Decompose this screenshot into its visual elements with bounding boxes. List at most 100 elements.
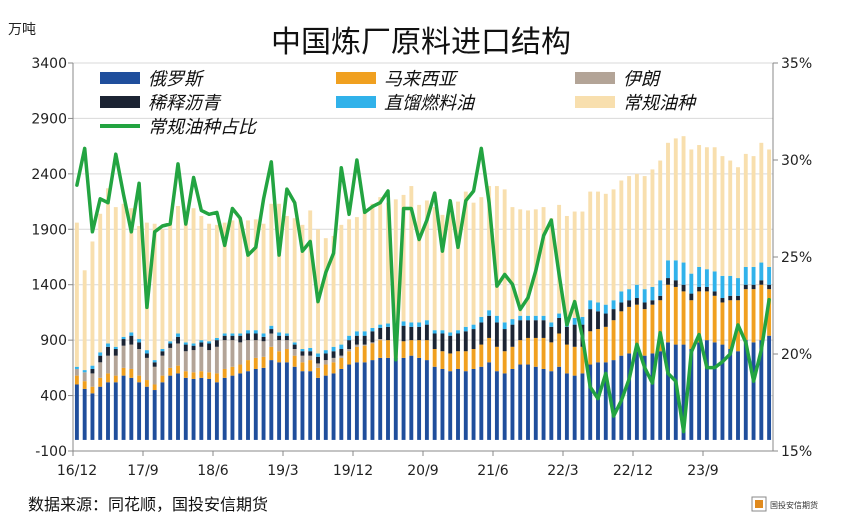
bar-malaysia	[650, 304, 655, 354]
bar-conventional	[362, 209, 367, 332]
bar-diluted	[253, 333, 258, 341]
bar-straight	[152, 360, 157, 363]
bar-straight	[160, 349, 165, 352]
bar-russia	[642, 355, 647, 440]
bar-russia	[533, 366, 538, 440]
bar-russia	[627, 353, 632, 440]
bar-malaysia	[432, 349, 437, 367]
bar-russia	[588, 364, 593, 440]
bar-straight	[191, 343, 196, 346]
bar-malaysia	[246, 360, 250, 372]
bar-russia	[152, 390, 157, 440]
bar-straight	[432, 330, 437, 334]
bar-diluted	[510, 324, 515, 347]
bar-malaysia	[448, 353, 453, 372]
bar-diluted	[689, 293, 694, 301]
bar-malaysia	[230, 366, 235, 376]
bar-russia	[347, 364, 352, 440]
bar-malaysia	[207, 372, 212, 379]
bar-straight	[269, 325, 274, 330]
bar-iran	[284, 340, 289, 350]
bar-malaysia	[82, 381, 87, 389]
bar-conventional	[152, 223, 157, 361]
right-tick-label: 35%	[781, 56, 812, 72]
bar-conventional	[471, 202, 476, 325]
bar-conventional	[767, 149, 772, 267]
bar-conventional	[611, 189, 616, 301]
bar-diluted	[113, 349, 118, 356]
bar-russia	[378, 357, 383, 440]
brand-logo: 国投安信期货	[751, 496, 818, 512]
bar-straight	[642, 289, 647, 303]
bar-malaysia	[90, 386, 95, 394]
bar-conventional	[541, 207, 546, 316]
bar-iran	[137, 349, 142, 376]
bar-malaysia	[121, 367, 126, 376]
bar-malaysia	[339, 357, 344, 369]
bar-straight	[168, 341, 173, 344]
bar-straight	[417, 322, 422, 327]
bar-conventional	[588, 191, 593, 301]
bar-conventional	[82, 270, 87, 371]
bar-iran	[144, 357, 149, 381]
bar-conventional	[634, 173, 639, 285]
bar-russia	[308, 371, 313, 440]
bar-straight	[121, 336, 126, 340]
bar-diluted	[619, 302, 624, 312]
x-tick-label: 18/6	[197, 463, 229, 479]
bar-malaysia	[144, 380, 149, 387]
bar-malaysia	[370, 343, 375, 361]
bar-iran	[121, 345, 126, 368]
bar-conventional	[191, 208, 196, 344]
bar-diluted	[448, 335, 453, 354]
bar-conventional	[518, 209, 523, 316]
bar-diluted	[300, 351, 305, 356]
bar-straight	[354, 331, 359, 336]
bar-diluted	[214, 340, 219, 347]
bar-conventional	[759, 142, 764, 263]
bar-straight	[82, 370, 87, 373]
bar-straight	[347, 335, 352, 341]
bar-straight	[362, 331, 367, 336]
legend-label-share: 常规油种占比	[148, 117, 258, 138]
bar-diluted	[222, 335, 227, 341]
bar-diluted	[658, 295, 663, 301]
bar-iran	[113, 355, 118, 376]
bar-malaysia	[720, 302, 725, 345]
bar-malaysia	[284, 349, 289, 363]
legend-swatch-straight	[336, 96, 376, 108]
bar-straight	[284, 333, 289, 336]
bar-conventional	[526, 210, 530, 316]
bar-iran	[214, 346, 219, 374]
bar-malaysia	[137, 375, 142, 383]
bar-diluted	[728, 295, 733, 301]
bar-straight	[743, 266, 748, 285]
bar-russia	[704, 340, 709, 440]
bar-malaysia	[611, 320, 616, 361]
bar-diluted	[316, 356, 320, 364]
x-tick-label: 23/9	[687, 463, 718, 479]
bar-malaysia	[129, 368, 134, 378]
bar-straight	[144, 350, 149, 354]
bar-diluted	[354, 335, 359, 345]
bar-iran	[378, 339, 383, 341]
bar-straight	[90, 365, 95, 369]
bar-malaysia	[564, 344, 569, 374]
bar-diluted	[370, 331, 375, 343]
bar-conventional	[199, 215, 204, 341]
bar-straight	[183, 342, 188, 345]
bar-iran	[308, 355, 313, 361]
bar-russia	[471, 368, 476, 440]
bar-straight	[572, 317, 577, 325]
bar-diluted	[463, 331, 468, 352]
bar-russia	[144, 386, 149, 440]
bar-russia	[401, 357, 406, 440]
legend-label-conventional: 常规油种	[623, 93, 697, 114]
bar-malaysia	[261, 356, 266, 368]
bar-iran	[230, 340, 235, 367]
bar-iran	[300, 355, 305, 363]
bar-iran	[347, 349, 352, 352]
right-tick-label: 25%	[781, 250, 812, 266]
bar-russia	[113, 382, 118, 440]
bar-malaysia	[673, 286, 678, 345]
